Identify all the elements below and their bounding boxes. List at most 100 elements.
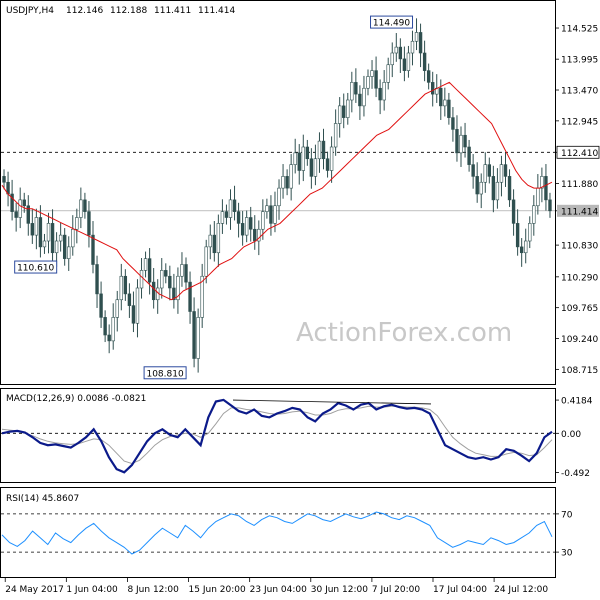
rsi-layer — [1, 511, 555, 555]
candle-body — [151, 281, 156, 301]
candle-body — [426, 70, 431, 83]
candle-body — [139, 270, 144, 289]
candle-body — [127, 293, 132, 306]
candle-body — [34, 217, 39, 236]
rsi-line — [1, 511, 553, 555]
annotation-label: 110.610 — [17, 264, 54, 274]
candle-body — [422, 52, 427, 71]
candle-body — [305, 146, 310, 160]
candle-body — [350, 82, 354, 101]
candle-body — [103, 317, 107, 336]
candle-body — [2, 176, 6, 183]
candle-body — [54, 240, 59, 254]
candle-body — [370, 70, 374, 77]
moving-average-line — [1, 81, 553, 301]
macd-main-line — [1, 398, 553, 474]
candle-body — [119, 275, 124, 301]
candle-body — [220, 211, 225, 224]
rsi-title: RSI(14) 45.8607 — [6, 494, 79, 504]
rsi-panel-frame — [0, 487, 556, 578]
candle-body — [216, 223, 221, 254]
candle-body — [540, 176, 544, 189]
candle-body — [309, 158, 314, 177]
macd-tick-label: 0.00 — [561, 430, 581, 440]
candle-body — [386, 64, 390, 83]
candle-body — [463, 134, 467, 148]
ohlc-low: 111.411 — [154, 6, 191, 16]
candle-body — [378, 87, 382, 101]
candle-body — [75, 217, 79, 230]
price-tick-label: 109.765 — [561, 304, 598, 314]
candle-body — [26, 205, 30, 224]
candle-body — [532, 205, 536, 224]
candle-body — [131, 305, 136, 324]
candle-body — [236, 211, 241, 224]
candle-body — [164, 270, 168, 277]
candle-body — [418, 32, 423, 54]
candle-body — [524, 240, 528, 254]
candle-body — [548, 199, 552, 212]
candle-body — [208, 234, 212, 248]
candle-body — [71, 228, 75, 248]
ohlc-open: 112.146 — [66, 6, 103, 16]
candle-body — [515, 223, 520, 248]
x-tick-label: 17 Jul 04:00 — [433, 585, 487, 595]
candle-body — [337, 105, 342, 124]
x-tick-label: 24 Jul 12:00 — [494, 585, 548, 595]
candle-body — [362, 87, 366, 107]
candle-body — [394, 46, 399, 54]
candle-body — [430, 82, 435, 95]
macd-tick-label: -0.492 — [561, 469, 590, 479]
candle-body — [443, 99, 447, 107]
candle-body — [143, 258, 148, 271]
candle-body — [62, 234, 67, 259]
candle-body — [281, 176, 285, 189]
candle-body — [261, 211, 265, 230]
candle-body — [382, 82, 386, 101]
candle-body — [471, 164, 475, 177]
x-tick-label: 7 Jul 20:00 — [372, 585, 421, 595]
candle-body — [196, 317, 200, 359]
candle-body — [123, 275, 128, 295]
x-tick-label: 15 Jun 20:00 — [189, 585, 246, 595]
x-tick-label: 1 Jun 04:00 — [66, 585, 118, 595]
price-tick-label: 113.470 — [561, 87, 598, 97]
candle-body — [99, 293, 103, 318]
macd-tick-label: 0.4184 — [561, 397, 593, 407]
candle-body — [479, 181, 483, 195]
price-tick-label: 108.715 — [561, 366, 598, 376]
price-tick-label: 113.995 — [561, 56, 598, 66]
candle-body — [200, 275, 204, 318]
candle-body — [511, 199, 516, 224]
candle-body — [18, 199, 22, 218]
annotation-box — [370, 15, 414, 29]
candle-body — [544, 176, 548, 201]
candle-body — [536, 187, 540, 207]
candle-body — [366, 76, 370, 89]
candle-body — [346, 99, 350, 118]
candle-body — [402, 58, 407, 71]
candle-body — [135, 287, 140, 324]
candle-body — [172, 287, 176, 301]
candle-body — [79, 199, 83, 218]
candle-body — [354, 82, 358, 95]
ohlc-high: 112.188 — [110, 6, 147, 16]
price-tick-label: 112.945 — [561, 117, 598, 127]
x-tick-label: 24 May 2017 — [5, 585, 64, 595]
candle-body — [447, 99, 451, 118]
macd-layer — [1, 398, 555, 474]
candle-body — [232, 199, 237, 212]
candle-body — [224, 211, 229, 218]
candle-body — [491, 176, 496, 201]
candle-body — [50, 223, 55, 254]
candle-body — [297, 152, 301, 171]
candle-body — [313, 158, 318, 177]
price-tick-label: 110.290 — [561, 273, 598, 283]
candle-body — [253, 228, 257, 242]
candle-body — [321, 140, 326, 160]
candle-body — [329, 146, 334, 171]
candle-body — [301, 146, 305, 171]
candle-body — [374, 70, 378, 89]
candle-body — [160, 270, 164, 289]
